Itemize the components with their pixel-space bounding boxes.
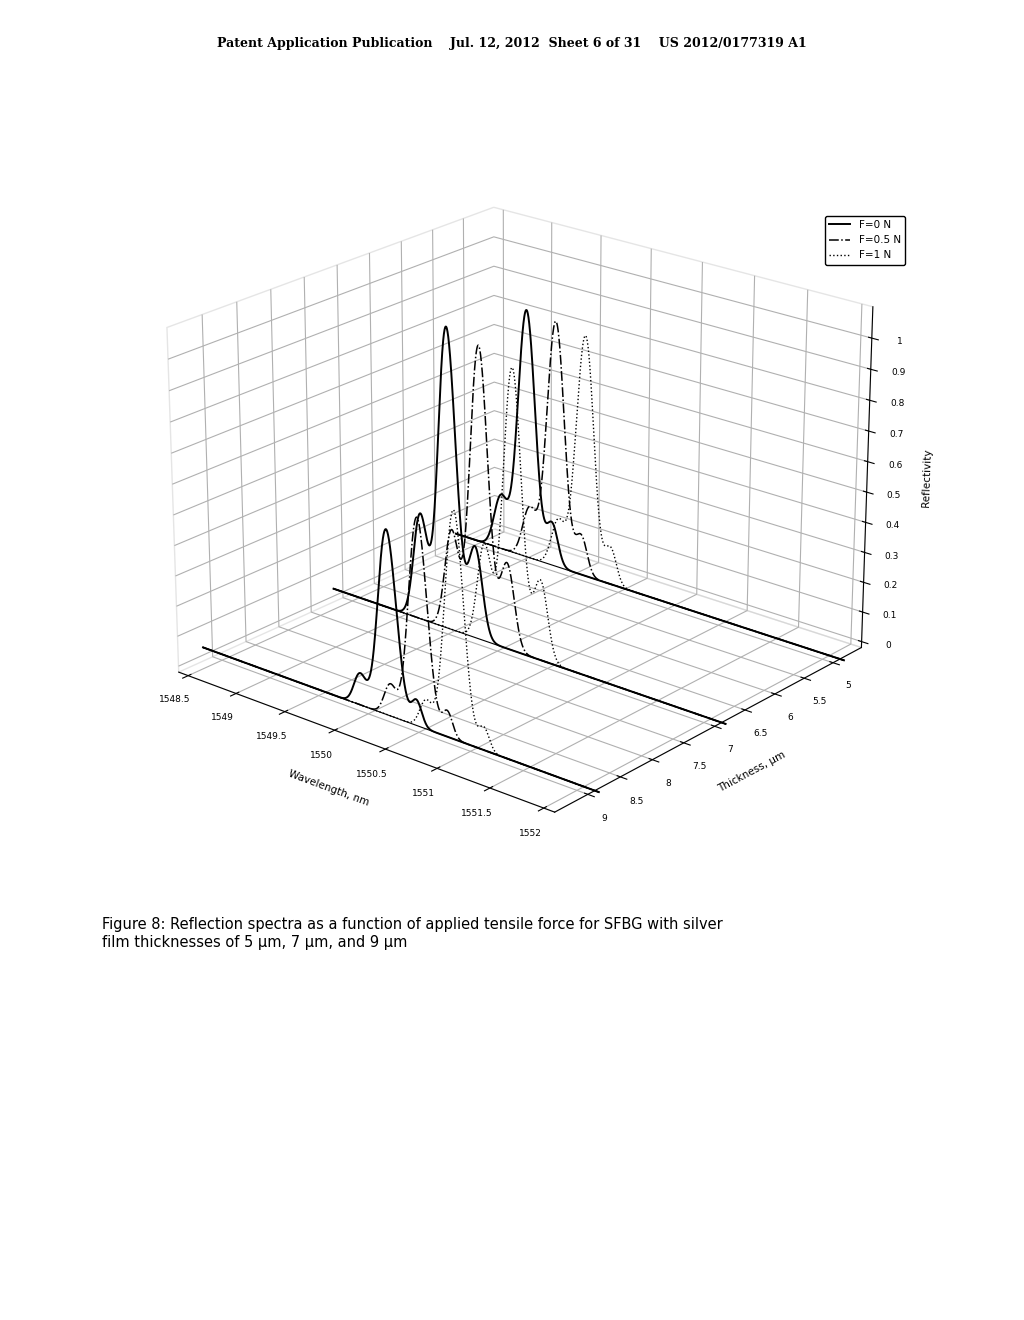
Y-axis label: Thickness, μm: Thickness, μm: [716, 750, 787, 793]
Text: Patent Application Publication    Jul. 12, 2012  Sheet 6 of 31    US 2012/017731: Patent Application Publication Jul. 12, …: [217, 37, 807, 50]
X-axis label: Wavelength, nm: Wavelength, nm: [287, 768, 370, 808]
Legend: F=0 N, F=0.5 N, F=1 N: F=0 N, F=0.5 N, F=1 N: [825, 216, 905, 264]
Text: Figure 8: Reflection spectra as a function of applied tensile force for SFBG wit: Figure 8: Reflection spectra as a functi…: [102, 917, 723, 950]
